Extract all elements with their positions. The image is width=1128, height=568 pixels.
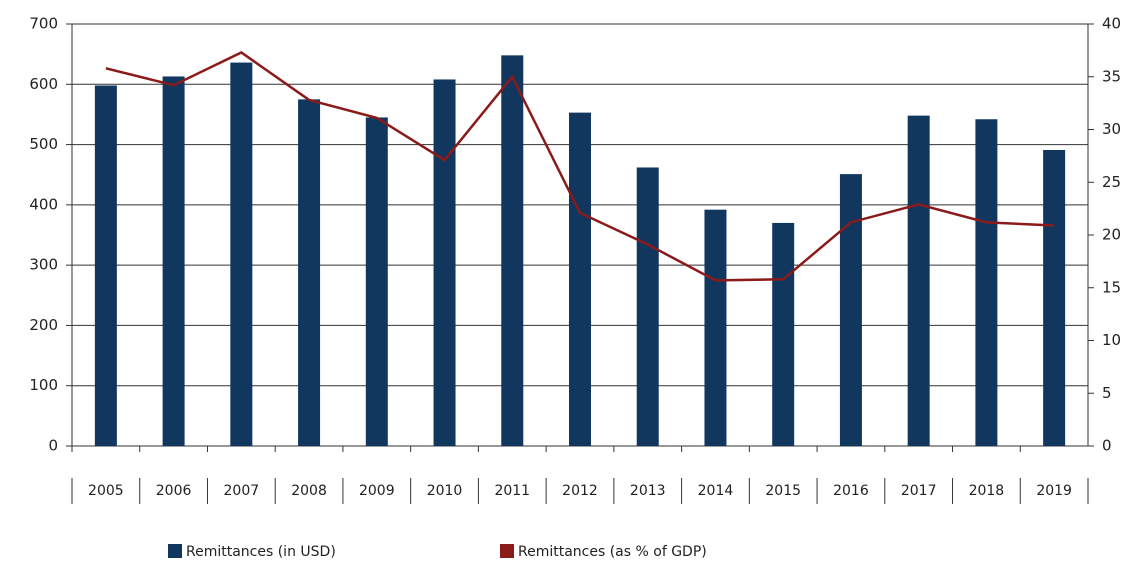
x-tick-label: 2017 [901,483,937,499]
x-tick-label: 2009 [359,483,395,499]
y2-tick-label: 5 [1102,384,1112,402]
bar [94,85,117,447]
bar [1043,149,1066,447]
y-tick-label: 500 [29,135,58,153]
legend-label: Remittances (as % of GDP) [518,544,707,560]
bar [839,174,862,446]
x-tick-label: 2013 [630,483,666,499]
legend-swatch [168,544,182,558]
y2-tick-label: 10 [1102,331,1121,349]
bar [772,222,795,446]
bar [636,167,659,447]
y2-tick-label: 30 [1102,120,1121,138]
y-tick-label: 400 [29,195,58,213]
legend-label: Remittances (in USD) [186,544,336,560]
bar [230,62,253,446]
y2-tick-label: 15 [1102,278,1121,296]
legend-swatch [500,544,514,558]
bar [907,115,930,447]
y2-tick-label: 35 [1102,67,1121,85]
y-tick-label: 100 [29,376,58,394]
y-tick-label: 700 [29,15,58,33]
y-tick-label: 0 [48,437,58,455]
x-tick-label: 2008 [291,483,327,499]
bar [501,55,524,446]
bar [704,209,727,446]
y2-tick-label: 40 [1102,15,1121,33]
y2-tick-label: 20 [1102,226,1121,244]
x-tick-label: 2006 [156,483,192,499]
y2-tick-label: 25 [1102,173,1121,191]
bar [298,99,321,446]
x-tick-label: 2012 [562,483,598,499]
x-tick-label: 2010 [427,483,463,499]
bar [975,119,998,446]
x-tick-label: 2011 [494,483,530,499]
x-tick-label: 2014 [698,483,734,499]
bar [162,76,185,446]
line [105,51,1055,282]
x-tick-label: 2005 [88,483,124,499]
x-tick-label: 2016 [833,483,869,499]
x-tick-label: 2007 [224,483,260,499]
y-tick-label: 300 [29,256,58,274]
bar [365,117,388,446]
y2-tick-label: 0 [1102,437,1112,455]
x-tick-label: 2015 [765,483,801,499]
bar [569,112,591,447]
x-tick-label: 2019 [1036,483,1072,499]
y-tick-label: 600 [29,75,58,93]
y-tick-label: 200 [29,316,58,334]
bar [433,79,456,446]
x-tick-label: 2018 [969,483,1005,499]
